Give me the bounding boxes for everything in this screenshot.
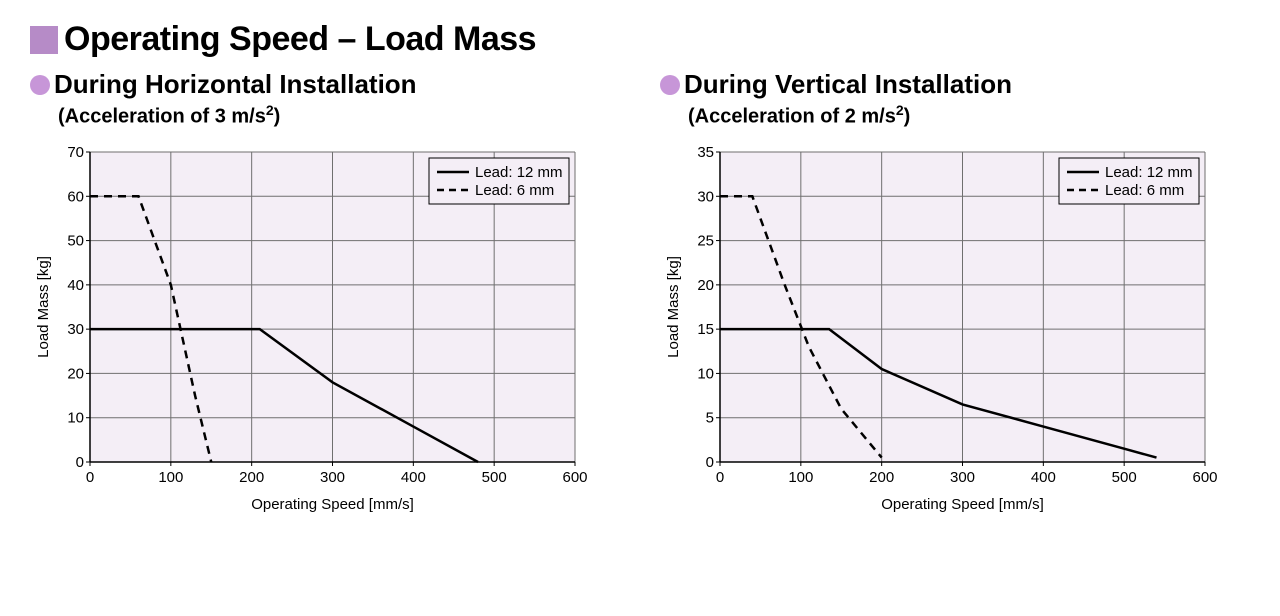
- svg-text:10: 10: [697, 365, 714, 382]
- svg-text:35: 35: [697, 144, 714, 161]
- svg-text:600: 600: [562, 469, 587, 486]
- charts-row: During Horizontal Installation (Accelera…: [30, 69, 1250, 517]
- svg-text:25: 25: [697, 232, 714, 249]
- svg-text:Operating Speed [mm/s]: Operating Speed [mm/s]: [251, 496, 414, 513]
- chart-b-svg: 0 5 10 15 20 25 30 35 0 100 200 300 400 500 600 Operati…: [660, 137, 1220, 517]
- svg-text:0: 0: [716, 469, 724, 486]
- svg-text:300: 300: [320, 469, 345, 486]
- chart-block-horizontal: During Horizontal Installation (Accelera…: [30, 69, 620, 517]
- chart-block-vertical: During Vertical Installation (Accelerati…: [660, 69, 1250, 517]
- svg-text:Load Mass [kg]: Load Mass [kg]: [665, 256, 682, 358]
- svg-text:Operating Speed [mm/s]: Operating Speed [mm/s]: [881, 496, 1044, 513]
- svg-text:50: 50: [67, 232, 84, 249]
- chart-b-note: (Acceleration of 2 m/s2): [688, 102, 1250, 129]
- svg-text:15: 15: [697, 321, 714, 338]
- square-bullet-icon: [30, 26, 58, 54]
- svg-text:Lead: 6 mm: Lead: 6 mm: [475, 182, 554, 199]
- chart-b-title: During Vertical Installation: [684, 69, 1012, 100]
- circle-bullet-icon: [30, 75, 50, 95]
- svg-text:Lead: 12 mm: Lead: 12 mm: [1105, 164, 1193, 181]
- svg-text:Load Mass [kg]: Load Mass [kg]: [35, 256, 52, 358]
- svg-text:10: 10: [67, 409, 84, 426]
- main-title-row: Operating Speed – Load Mass: [30, 20, 1250, 59]
- svg-text:500: 500: [1112, 469, 1137, 486]
- chart-a-svg: 0 10 20 30 40 50 60 70 0 100 200 300 400 500 600 Operat…: [30, 137, 590, 517]
- svg-text:200: 200: [239, 469, 264, 486]
- svg-text:500: 500: [482, 469, 507, 486]
- svg-text:400: 400: [1031, 469, 1056, 486]
- svg-text:0: 0: [86, 469, 94, 486]
- svg-text:600: 600: [1192, 469, 1217, 486]
- svg-text:400: 400: [401, 469, 426, 486]
- svg-text:5: 5: [706, 409, 714, 426]
- svg-text:100: 100: [158, 469, 183, 486]
- circle-bullet-icon: [660, 75, 680, 95]
- svg-text:20: 20: [697, 277, 714, 294]
- svg-text:Lead: 12 mm: Lead: 12 mm: [475, 164, 563, 181]
- svg-text:Lead: 6 mm: Lead: 6 mm: [1105, 182, 1184, 199]
- svg-text:20: 20: [67, 365, 84, 382]
- svg-text:40: 40: [67, 277, 84, 294]
- svg-text:30: 30: [697, 188, 714, 205]
- svg-text:60: 60: [67, 188, 84, 205]
- svg-text:100: 100: [788, 469, 813, 486]
- page-title: Operating Speed – Load Mass: [64, 20, 536, 59]
- subtitle-row: During Horizontal Installation: [30, 69, 620, 100]
- svg-text:30: 30: [67, 321, 84, 338]
- svg-text:0: 0: [76, 454, 84, 471]
- svg-text:300: 300: [950, 469, 975, 486]
- chart-a-note: (Acceleration of 3 m/s2): [58, 102, 620, 129]
- svg-text:0: 0: [706, 454, 714, 471]
- subtitle-row: During Vertical Installation: [660, 69, 1250, 100]
- svg-text:70: 70: [67, 144, 84, 161]
- svg-text:200: 200: [869, 469, 894, 486]
- chart-a-title: During Horizontal Installation: [54, 69, 417, 100]
